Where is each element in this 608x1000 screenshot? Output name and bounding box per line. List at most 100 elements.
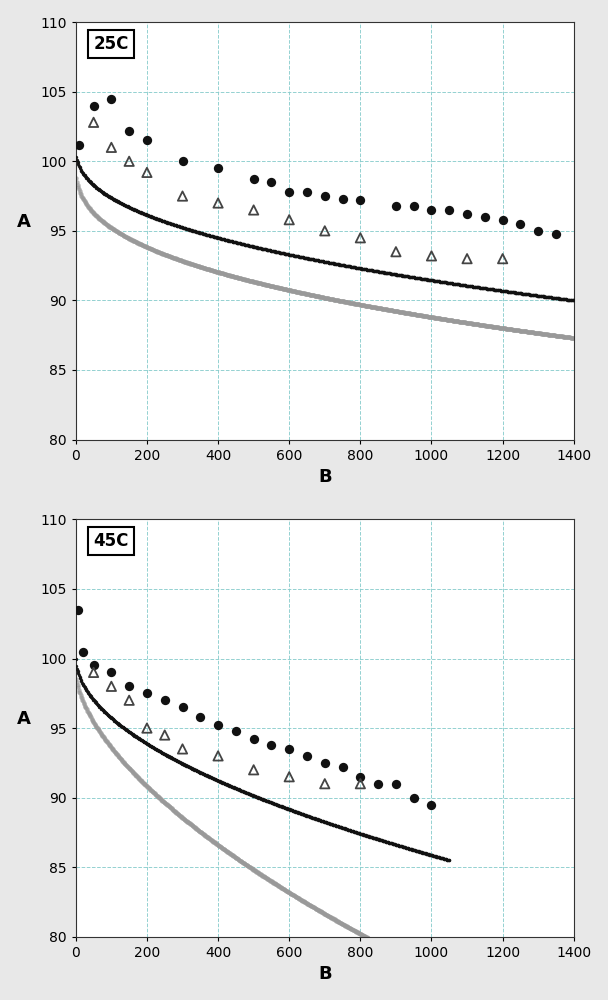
Point — [76, 186, 86, 202]
Point — [97, 726, 106, 742]
Point — [180, 254, 190, 270]
Point — [483, 318, 493, 334]
Point — [496, 320, 506, 336]
Point — [291, 889, 300, 905]
Point — [499, 283, 508, 299]
Point — [114, 749, 123, 765]
Point — [285, 282, 294, 298]
Point — [186, 222, 196, 238]
Point — [411, 270, 421, 286]
Point — [427, 248, 437, 264]
Point — [146, 738, 156, 754]
Point — [250, 239, 260, 255]
Point — [441, 851, 451, 867]
Point — [103, 707, 112, 723]
Point — [165, 799, 174, 815]
Point — [344, 822, 354, 838]
Point — [178, 153, 187, 169]
Point — [284, 801, 294, 817]
Point — [266, 873, 275, 889]
Point — [172, 251, 182, 267]
Point — [245, 786, 255, 802]
Point — [142, 207, 151, 223]
Point — [429, 273, 438, 289]
Point — [83, 171, 92, 187]
Point — [80, 696, 89, 712]
Point — [415, 307, 425, 323]
Point — [238, 783, 248, 799]
Point — [399, 839, 409, 855]
Point — [347, 823, 356, 839]
Point — [339, 917, 349, 933]
Point — [313, 902, 322, 918]
Point — [154, 211, 164, 227]
Point — [448, 313, 458, 329]
Point — [207, 770, 217, 786]
Point — [174, 754, 184, 770]
Point — [282, 800, 291, 816]
Point — [423, 309, 433, 325]
Point — [189, 223, 199, 239]
Point — [350, 824, 360, 840]
Point — [154, 790, 164, 806]
Point — [261, 793, 271, 809]
Point — [421, 846, 431, 862]
Point — [444, 852, 454, 868]
Point — [257, 241, 266, 257]
Point — [204, 261, 213, 277]
Point — [212, 836, 222, 852]
Point — [198, 225, 207, 241]
Point — [462, 315, 472, 331]
Point — [354, 260, 364, 276]
Point — [437, 274, 446, 290]
Point — [133, 203, 142, 219]
Point — [212, 772, 222, 788]
Point — [392, 837, 402, 853]
Point — [175, 252, 185, 268]
Point — [241, 857, 251, 873]
Point — [392, 267, 401, 283]
Point — [288, 247, 297, 263]
Point — [385, 266, 395, 282]
Point — [255, 866, 265, 882]
Point — [182, 813, 192, 829]
Point — [136, 773, 146, 789]
Point — [388, 303, 398, 319]
Point — [333, 256, 343, 272]
Point — [180, 812, 190, 828]
Point — [373, 935, 382, 951]
Point — [107, 710, 117, 726]
Point — [384, 302, 393, 318]
Point — [544, 327, 553, 343]
Point — [236, 236, 246, 252]
Point — [99, 703, 109, 719]
Point — [283, 282, 293, 298]
Point — [101, 216, 111, 232]
Point — [398, 839, 407, 855]
Point — [427, 272, 437, 288]
Point — [361, 827, 371, 843]
Point — [116, 751, 125, 767]
Point — [376, 832, 385, 848]
Point — [295, 891, 305, 907]
Point — [560, 329, 570, 345]
Point — [459, 314, 469, 330]
Point — [366, 932, 376, 948]
Point — [194, 764, 204, 780]
Point — [540, 289, 550, 305]
Point — [145, 208, 154, 224]
Point — [310, 811, 320, 827]
Point — [458, 314, 468, 330]
Point — [379, 833, 389, 849]
Point — [90, 207, 100, 223]
Point — [223, 844, 233, 860]
Point — [301, 250, 311, 266]
Point — [303, 896, 313, 912]
Point — [167, 801, 177, 817]
Point — [72, 170, 81, 186]
Point — [116, 751, 126, 767]
Point — [335, 819, 345, 835]
Point — [223, 267, 232, 283]
Point — [424, 309, 434, 325]
Point — [100, 732, 110, 748]
